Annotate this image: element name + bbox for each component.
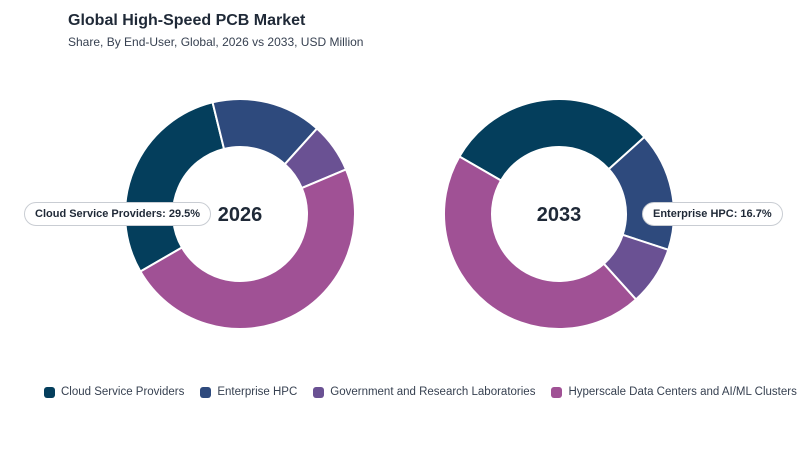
slice-2026-cloud[interactable] [124,101,226,273]
chart-title: Global High-Speed PCB Market [68,12,306,29]
callout-2033: Enterprise HPC: 16.7% [642,202,783,226]
legend-label-hyperscale: Hyperscale Data Centers and AI/ML Cluste… [568,386,797,398]
legend-item-hyperscale[interactable]: Hyperscale Data Centers and AI/ML Cluste… [551,386,797,398]
legend-swatch-enterprise [200,386,212,398]
legend-swatch-hyperscale [551,386,563,398]
slice-2026-hyperscale[interactable] [139,168,356,330]
center-label-2026: 2026 [218,204,263,226]
legend-label-government: Government and Research Laboratories [330,386,536,398]
center-label-2033: 2033 [537,204,582,226]
legend-item-cloud[interactable]: Cloud Service Providers [44,386,184,398]
legend: Cloud Service Providers Enterprise HPC G… [44,386,797,398]
slice-2033-hyperscale[interactable] [443,155,638,330]
legend-swatch-cloud [44,386,55,398]
legend-swatch-government [313,386,325,398]
slice-2033-cloud[interactable] [458,98,646,182]
chart-subtitle: Share, By End-User, Global, 2026 vs 2033… [68,35,364,49]
legend-item-enterprise[interactable]: Enterprise HPC [200,386,297,398]
legend-item-government[interactable]: Government and Research Laboratories [313,386,535,398]
legend-label-cloud: Cloud Service Providers [61,386,185,398]
callout-2026: Cloud Service Providers: 29.5% [24,202,212,226]
legend-label-enterprise: Enterprise HPC [217,386,298,398]
